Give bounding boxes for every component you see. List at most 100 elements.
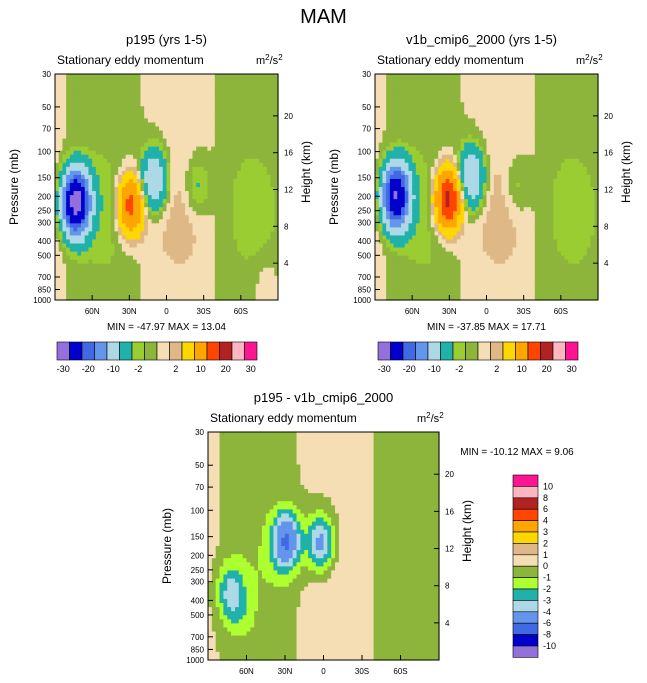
heatmap-cell [170,178,175,184]
heatmap-cell [225,239,231,245]
heatmap-cell [259,275,264,281]
heatmap-cell [438,98,443,103]
heatmap-cell [248,118,253,124]
heatmap-cell [237,291,242,297]
heatmap-cell [471,118,476,124]
heatmap-cell [244,263,249,269]
heatmap-cell [214,110,220,115]
heatmap-cell [192,162,197,168]
heatmap-cell [225,142,231,148]
heatmap-cell [73,138,78,144]
heatmap-cell [427,215,432,220]
heatmap-cell [81,102,86,107]
heatmap-cell [77,263,82,269]
heatmap-cell [378,158,384,164]
heatmap-cell [121,154,127,160]
heatmap-cell [401,203,406,208]
heatmap-cell [240,78,246,83]
heatmap-cell [408,110,413,115]
heatmap-cell [214,195,220,200]
heatmap-cell [274,158,279,164]
heatmap-cell [225,122,231,128]
heatmap-cell [92,78,97,83]
heatmap-cell [203,255,208,261]
heatmap-cell [159,195,164,200]
heatmap-cell [423,247,428,253]
heatmap-cell [81,247,86,253]
heatmap-cell [129,122,134,128]
heatmap-cell [199,235,205,241]
heatmap-cell [382,295,387,301]
heatmap-cell [88,138,93,144]
heatmap-cell [99,158,104,164]
heatmap-cell [92,259,97,265]
heatmap-cell [73,267,78,273]
heatmap-cell [84,150,90,156]
heatmap-cell [475,166,480,172]
heatmap-cell [412,263,417,269]
heatmap-cell [240,267,246,273]
heatmap-cell [92,98,97,103]
heatmap-cell [188,227,194,232]
heatmap-cell [240,166,246,172]
heatmap-cell [255,170,261,176]
heatmap-cell [404,154,410,160]
heatmap-cell [263,187,268,192]
heatmap-cell [151,74,156,79]
heatmap-cell [240,90,246,95]
heatmap-cell [401,283,406,289]
heatmap-cell [173,162,179,168]
heatmap-cell [382,130,387,136]
heatmap-cell [118,86,123,91]
heatmap-cell [77,227,82,232]
heatmap-cell [73,227,78,232]
heatmap-cell [196,182,201,188]
heatmap-cell [214,78,220,83]
heatmap-cell [92,271,97,277]
heatmap-cell [401,219,406,224]
heatmap-cell [244,118,249,124]
heatmap-cell [404,251,410,257]
heatmap-cell [453,231,458,237]
heatmap-cell [73,178,78,184]
heatmap-cell [427,203,432,208]
heatmap-cell [401,130,406,136]
heatmap-cell [427,227,432,232]
heatmap-cell [419,98,424,103]
heatmap-cell [445,287,450,293]
heatmap-cell [185,243,190,249]
heatmap-cell [66,106,71,111]
heatmap-cell [107,239,112,245]
heatmap-cell [475,110,480,115]
heatmap-cell [207,182,212,188]
heatmap-cell [441,98,447,103]
heatmap-cell [92,287,97,293]
heatmap-cell [121,126,127,132]
heatmap-cell [423,122,428,128]
heatmap-cell [136,283,142,289]
heatmap-cell [107,158,112,164]
heatmap-cell [456,243,462,249]
heatmap-cell [95,287,101,293]
heatmap-cell [62,110,67,115]
heatmap-cell [84,174,90,180]
heatmap-cell [133,199,138,204]
heatmap-cell [467,287,473,293]
heatmap-cell [151,203,156,208]
heatmap-cell [251,142,257,148]
heatmap-cell [181,255,186,261]
heatmap-cell [107,203,112,208]
heatmap-cell [412,126,417,132]
heatmap-cell [110,98,116,103]
heatmap-cell [166,271,171,277]
heatmap-cell [95,162,101,168]
heatmap-cell [464,74,469,79]
heatmap-cell [255,199,261,204]
heatmap-cell [456,138,462,144]
heatmap-cell [415,158,421,164]
heatmap-cell [233,134,238,140]
heatmap-cell [177,182,182,188]
heatmap-cell [77,86,82,91]
heatmap-cell [445,295,450,301]
heatmap-cell [259,126,264,132]
